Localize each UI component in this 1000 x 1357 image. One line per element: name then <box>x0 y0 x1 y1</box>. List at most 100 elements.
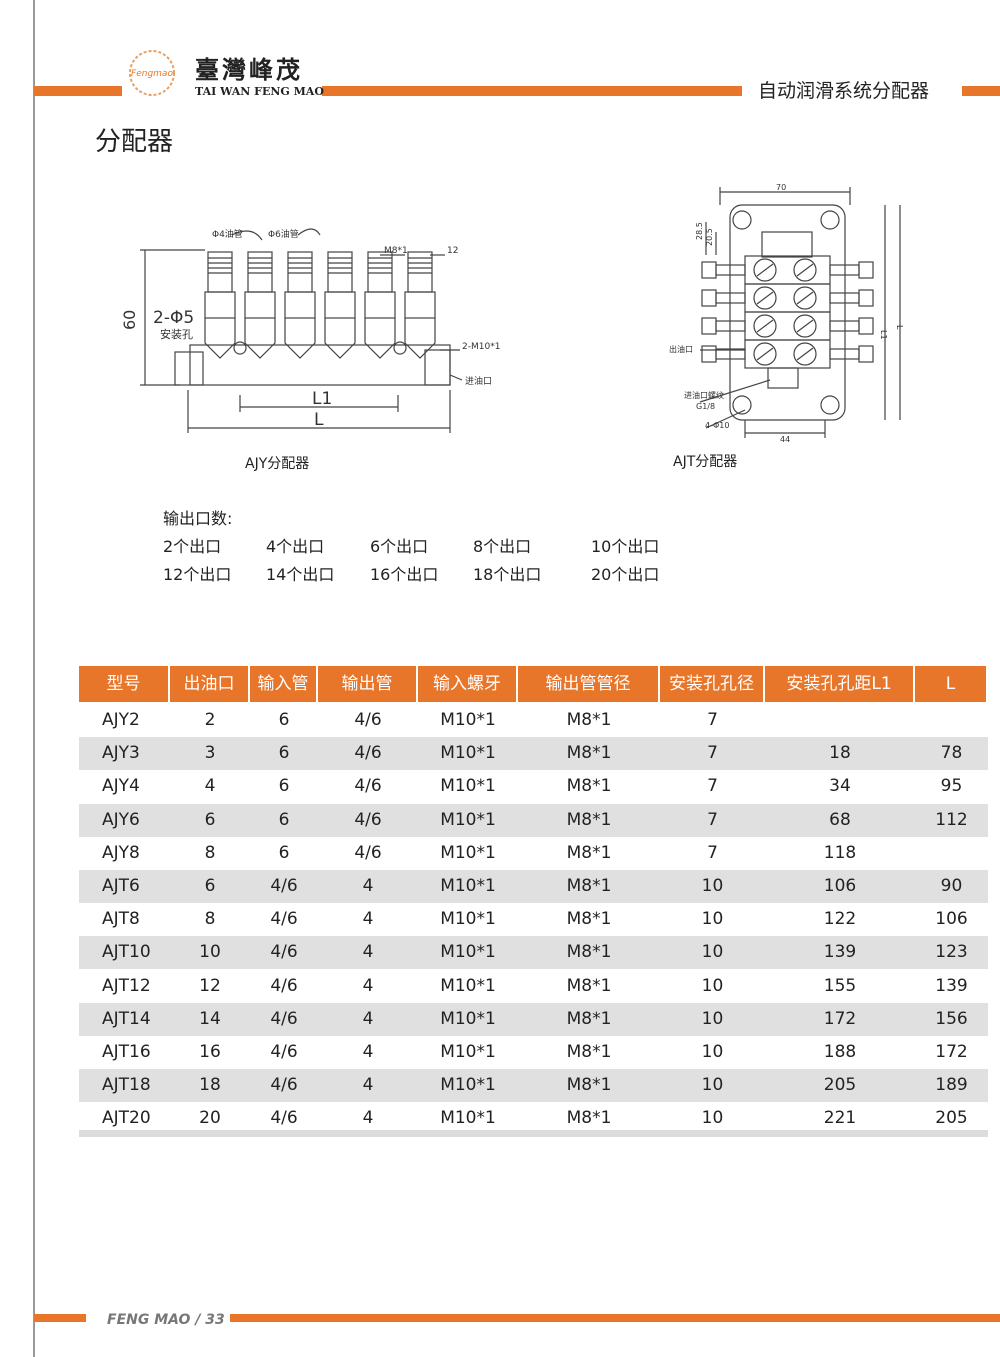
table-header: 输入螺牙 <box>418 666 516 702</box>
table-bottom-bar <box>79 1130 988 1137</box>
table-cell: 6 <box>204 809 216 830</box>
diagram-label: 进油口螺纹 <box>684 390 724 400</box>
table-cell <box>915 704 988 737</box>
row-band <box>79 1002 988 1036</box>
table-cell: M10*1 <box>440 1008 496 1029</box>
table-cell: 4/6 <box>354 776 382 797</box>
table-cell: M8*1 <box>566 1108 612 1129</box>
brand-en: TAI WAN FENG MAO <box>195 85 324 98</box>
diagram-label: L1 <box>312 389 332 409</box>
logo <box>129 50 175 96</box>
table-cell: AJY3 <box>102 743 140 764</box>
table-cell: M8*1 <box>566 809 612 830</box>
output-count: 16个出口 <box>370 565 439 584</box>
table-cell: M8*1 <box>566 710 612 730</box>
table-cell: 8 <box>204 909 216 930</box>
table-cell: M8*1 <box>566 1008 612 1029</box>
table-cell: 6 <box>278 776 290 797</box>
table-cell: M10*1 <box>440 1075 496 1096</box>
output-count: 2个出口 <box>163 537 222 556</box>
table-cell: 4/6 <box>270 942 298 963</box>
table-cell: AJT20 <box>102 1108 151 1129</box>
table-cell: 4/6 <box>270 1108 298 1129</box>
diagram-label: Φ6油管 <box>268 228 299 240</box>
table-header: 安装孔孔距L1 <box>765 666 913 702</box>
table-cell: M10*1 <box>440 776 496 797</box>
table-cell: 8 <box>204 842 216 863</box>
table-cell: 4 <box>362 1108 374 1129</box>
output-count: 8个出口 <box>473 537 532 556</box>
table-cell: 205 <box>823 1075 857 1096</box>
table-cell: 4/6 <box>270 1042 298 1062</box>
table-cell: 10 <box>701 909 724 930</box>
table-cell: M10*1 <box>440 743 496 764</box>
table-cell: 139 <box>935 975 968 996</box>
table-cell: 10 <box>701 975 724 996</box>
table-cell: 18 <box>829 743 851 764</box>
table-cell: 172 <box>935 1042 968 1062</box>
table-cell: AJY8 <box>102 842 140 863</box>
table-cell: AJY2 <box>102 710 140 730</box>
table-cell: 4 <box>362 909 374 930</box>
table-cell: 106 <box>823 876 857 896</box>
table-header: 型号 <box>79 666 168 702</box>
table-cell: M8*1 <box>566 876 612 896</box>
table-cell: 4 <box>362 876 374 896</box>
footer-bar <box>34 1314 86 1322</box>
diagram-caption: AJY分配器 <box>245 456 309 472</box>
table-cell: M10*1 <box>440 1108 496 1129</box>
diagram-label: 70 <box>776 183 786 192</box>
diagram-label: L1 <box>879 330 888 340</box>
table-cell: 172 <box>823 1008 857 1029</box>
table-cell: 139 <box>823 942 857 963</box>
diagram-label: 20.5 <box>705 228 714 246</box>
table-header: 输入管 <box>250 666 316 702</box>
table-cell: 6 <box>278 842 290 863</box>
table-cell: M10*1 <box>440 1042 496 1062</box>
table-cell: 4/6 <box>270 876 298 896</box>
table-cell: 4/6 <box>270 1075 298 1096</box>
diagram-label: 12 <box>447 246 458 256</box>
diagram-label: 出油口 <box>669 344 693 354</box>
table-cell: 4/6 <box>270 975 298 996</box>
table-cell: 155 <box>823 975 857 996</box>
table-cell: 4/6 <box>354 809 382 830</box>
output-count: 14个出口 <box>266 565 335 584</box>
table-cell: M10*1 <box>440 809 496 830</box>
table-cell: 10 <box>701 876 724 896</box>
table-cell: AJT12 <box>102 975 151 996</box>
table-cell: AJT8 <box>102 909 140 930</box>
row-band <box>79 870 988 903</box>
table-cell: 4 <box>362 942 374 963</box>
outputs-label: 输出口数: <box>163 509 233 528</box>
header-bar <box>34 86 122 96</box>
table-cell: AJT10 <box>102 942 151 963</box>
table-cell: 3 <box>204 743 216 764</box>
ajt-drawing <box>699 187 901 438</box>
table-cell: AJT14 <box>102 1008 151 1029</box>
table-header: 输出管 <box>318 666 416 702</box>
table-cell: AJT18 <box>102 1075 151 1096</box>
table-cell: 78 <box>940 743 963 764</box>
table-cell: M8*1 <box>566 776 612 797</box>
diagram-label: 2-Φ5 <box>153 308 194 328</box>
diagram-caption: AJT分配器 <box>673 454 737 470</box>
table-cell: M8*1 <box>566 743 612 764</box>
table-cell: M8*1 <box>566 1042 612 1062</box>
footer-bar <box>230 1314 1000 1322</box>
table-cell: 4 <box>362 975 374 996</box>
table-cell: AJY4 <box>102 776 140 797</box>
table-cell: 4 <box>362 1042 374 1062</box>
table-cell: M8*1 <box>566 942 612 963</box>
table-cell: 14 <box>199 1008 221 1029</box>
table-cell: 4/6 <box>270 1008 298 1029</box>
table-cell: 10 <box>701 1108 724 1129</box>
row-band <box>79 737 988 771</box>
table-cell: M10*1 <box>440 710 496 730</box>
output-count: 4个出口 <box>266 537 325 556</box>
table-cell: 4/6 <box>354 710 382 730</box>
table-cell: M10*1 <box>440 909 496 930</box>
table-cell: 10 <box>701 1008 724 1029</box>
diagram-label: 60 <box>120 310 139 330</box>
table-cell: 20 <box>199 1108 221 1129</box>
